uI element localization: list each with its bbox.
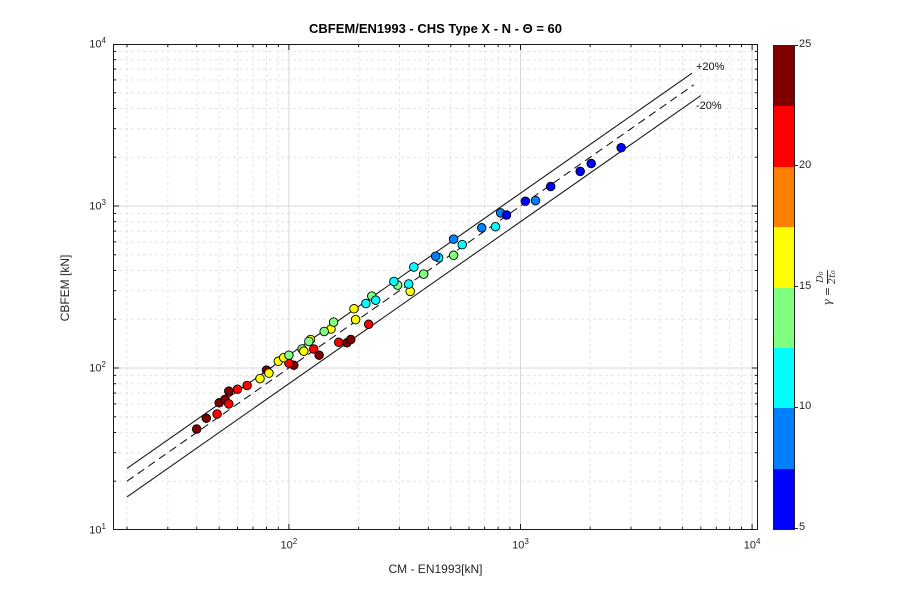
colorbar-tick-label: 5 <box>799 521 806 533</box>
data-point <box>224 399 234 409</box>
colorbar-segment <box>774 166 794 228</box>
data-point <box>448 234 459 244</box>
colorbar-tick-mark <box>794 406 798 408</box>
data-point <box>586 158 596 169</box>
plot-canvas <box>113 44 758 530</box>
data-point <box>232 384 243 394</box>
colorbar-tick-mark <box>794 286 798 287</box>
y-tick-label: 102 <box>89 360 106 375</box>
colorbar-segment <box>774 287 794 348</box>
colorbar-segment <box>774 408 794 469</box>
data-point <box>490 221 501 232</box>
colorbar <box>773 45 795 530</box>
x-axis-label: CM - EN1993[kN] <box>388 562 483 576</box>
data-point <box>457 239 467 250</box>
minus20-line-label: -20% <box>696 100 722 112</box>
data-point <box>530 195 541 206</box>
data-point <box>545 181 556 192</box>
axes-box <box>113 44 758 530</box>
grid-minor <box>113 44 758 530</box>
x-tick-label: 102 <box>280 537 298 552</box>
y-tick-label: 104 <box>89 36 106 51</box>
y-axis-label: CBFEM [kN] <box>58 254 72 322</box>
data-point <box>304 336 314 347</box>
data-point <box>520 196 531 206</box>
fraction-denominator: 2t₀ <box>826 270 838 284</box>
plus20-line-label: +20% <box>696 61 725 73</box>
colorbar-tick-label: 20 <box>799 158 812 171</box>
colorbar-tick-label: 25 <box>799 38 812 50</box>
data-point <box>333 337 344 348</box>
data-point <box>430 251 441 261</box>
fraction-numerator: D₀ <box>815 270 828 284</box>
colorbar-tick-mark <box>794 44 798 46</box>
data-point <box>370 295 381 305</box>
colorbar-tick-mark <box>794 165 798 167</box>
data-point <box>418 269 429 279</box>
data-point <box>314 350 324 360</box>
data-point <box>201 413 212 423</box>
grid-major <box>113 44 758 530</box>
data-point <box>501 210 512 220</box>
data-point <box>349 304 359 314</box>
data-point <box>575 166 585 177</box>
data-point <box>242 380 252 391</box>
data-point <box>191 424 202 434</box>
data-point <box>361 298 371 309</box>
y-tick-label: 103 <box>89 198 106 213</box>
colorbar-tick-label: 10 <box>799 400 812 413</box>
data-point <box>284 350 294 360</box>
data-point <box>319 326 329 337</box>
data-point <box>409 262 419 272</box>
colorbar-tick-mark <box>794 527 798 529</box>
data-point <box>255 373 265 384</box>
data-point <box>389 276 399 287</box>
axis-ticks <box>113 44 758 530</box>
data-point <box>308 344 319 354</box>
colorbar-segment <box>774 106 794 167</box>
colorbar-segment <box>774 227 794 288</box>
equals-sign: = <box>820 286 834 297</box>
colorbar-tick-label: 15 <box>799 279 812 292</box>
data-point <box>224 386 234 396</box>
chart-title: CBFEM/EN1993 - CHS Type X - N - Θ = 60 <box>309 21 562 36</box>
data-point <box>350 314 361 325</box>
reference-lines <box>126 72 702 498</box>
data-point <box>448 250 459 261</box>
scatter-points <box>191 142 626 434</box>
gamma-fraction: D₀ 2t₀ <box>815 270 838 284</box>
data-point <box>363 319 374 330</box>
colorbar-segment <box>774 468 794 529</box>
data-point <box>616 142 626 153</box>
y-tick-label: 101 <box>89 522 106 537</box>
data-point <box>264 368 274 378</box>
x-tick-label: 103 <box>512 537 529 552</box>
data-point <box>212 409 222 419</box>
x-tick-label: 104 <box>743 537 761 552</box>
data-point <box>476 223 487 233</box>
colorbar-segment <box>774 46 794 107</box>
data-point <box>346 334 356 345</box>
data-point <box>403 279 414 289</box>
gamma-symbol: γ <box>820 299 834 306</box>
data-point <box>328 317 339 327</box>
colorbar-label: γ = D₀ 2t₀ <box>795 256 859 320</box>
data-point <box>299 346 309 356</box>
colorbar-segment <box>774 347 794 409</box>
